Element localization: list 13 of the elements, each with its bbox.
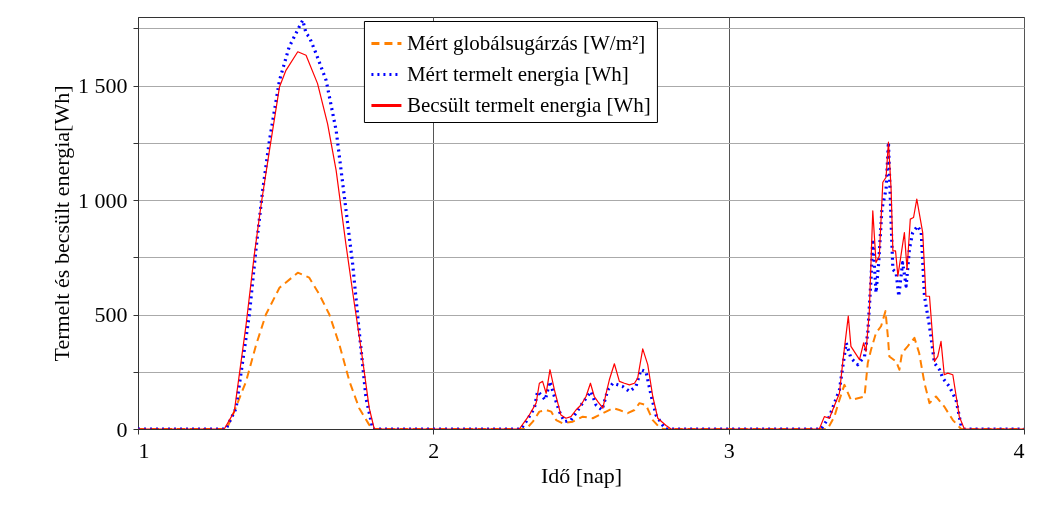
legend-label: Becsült termelt energia [Wh] bbox=[406, 92, 651, 117]
x-tick-label: 4 bbox=[1013, 437, 1025, 463]
y-axis-title: Termelt és becsült energia[Wh] bbox=[49, 85, 74, 362]
y-tick-label: 0 bbox=[116, 416, 128, 442]
legend-label: Mért globálsugárzás [W/m²] bbox=[406, 30, 646, 55]
x-tick-label: 2 bbox=[428, 437, 440, 463]
x-axis-title: Idő [nap] bbox=[540, 462, 623, 488]
y-tick-label: 1 000 bbox=[78, 187, 128, 213]
y-tick-label: 500 bbox=[94, 302, 128, 328]
legend-label: Mért termelt energia [Wh] bbox=[406, 61, 629, 86]
y-tick-label: 1 500 bbox=[78, 73, 128, 99]
x-tick-label: 3 bbox=[723, 437, 735, 463]
x-tick-label: 1 bbox=[138, 437, 150, 463]
